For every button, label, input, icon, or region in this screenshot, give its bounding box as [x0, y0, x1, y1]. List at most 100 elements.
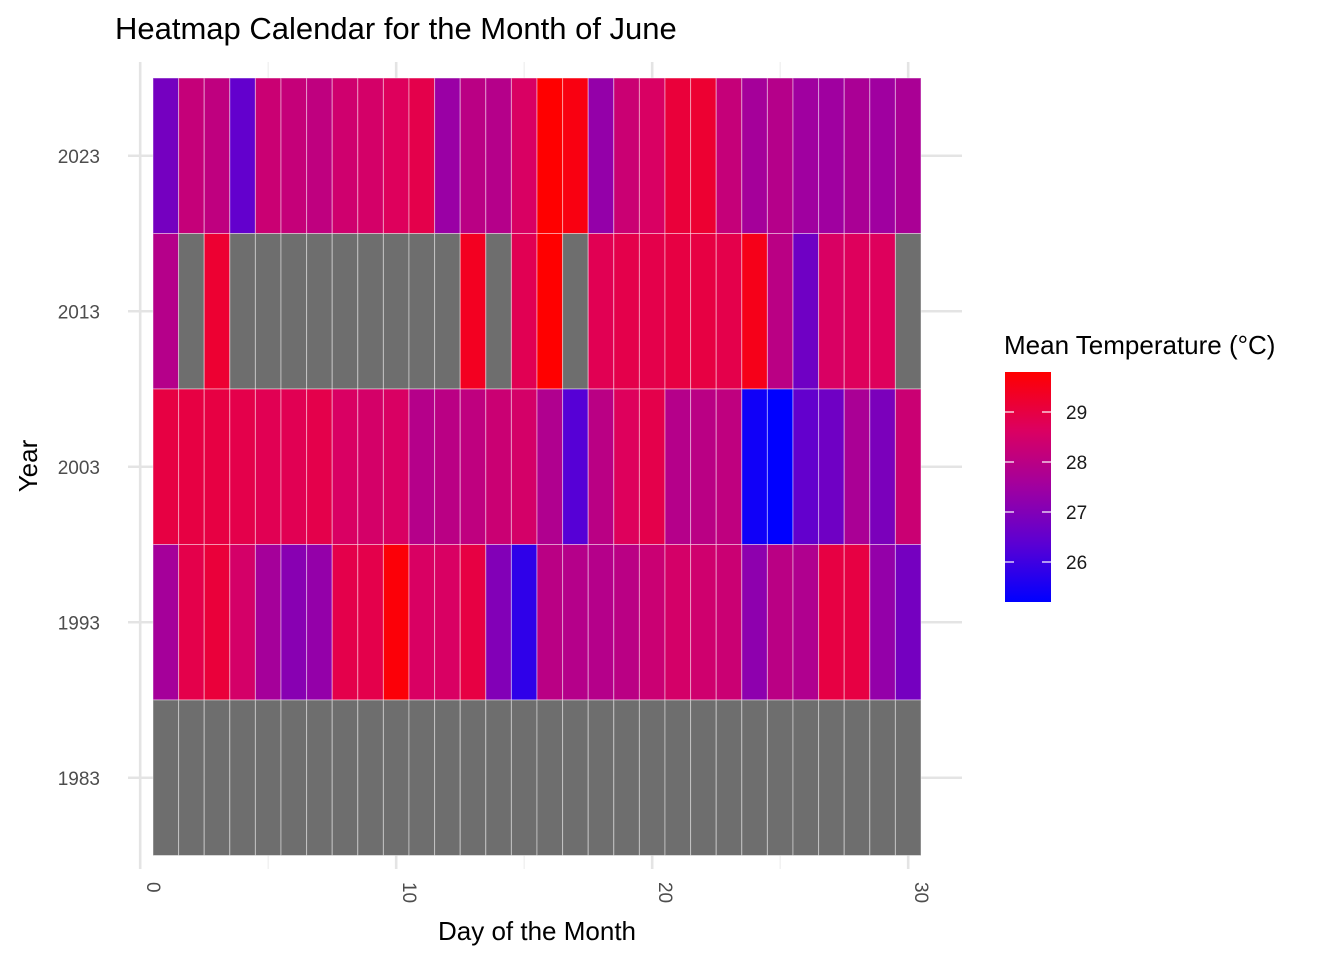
heatmap-tile	[715, 77, 743, 234]
heatmap-tile	[741, 544, 768, 701]
x-axis-ticks: 0 10 20 30	[142, 882, 931, 903]
heatmap-tile	[459, 77, 487, 234]
heatmap-tile	[536, 233, 564, 390]
x-axis-title: Day of the Month	[438, 916, 636, 946]
heatmap-tile	[818, 699, 845, 856]
heatmap-tile	[638, 77, 666, 234]
heatmap-tile	[690, 388, 717, 545]
heatmap-tile	[894, 233, 922, 390]
legend-tick-label: 29	[1066, 403, 1087, 424]
heatmap-tile	[280, 77, 308, 234]
heatmap-tile	[434, 699, 461, 856]
heatmap-tile	[485, 388, 512, 545]
heatmap-tile	[485, 544, 512, 701]
heatmap-tile	[408, 388, 436, 545]
heatmap-tile	[434, 77, 461, 234]
x-tick-label: 10	[398, 882, 419, 903]
heatmap-tile	[203, 388, 231, 545]
heatmap-tile	[306, 699, 333, 856]
y-axis-ticks: 2023 2013 2003 1993 1983	[58, 147, 100, 790]
color-legend: Mean Temperature (°C) 26 27 28 29	[1004, 330, 1275, 602]
heatmap-tile	[382, 233, 410, 390]
chart-title: Heatmap Calendar for the Month of June	[115, 11, 677, 46]
heatmap-tile	[203, 77, 231, 234]
heatmap-tile	[613, 544, 640, 701]
heatmap-tile	[459, 233, 487, 390]
heatmap-tile	[459, 388, 487, 545]
heatmap-tile	[638, 544, 666, 701]
heatmap-tile	[664, 388, 692, 545]
heatmap-tile	[690, 233, 717, 390]
heatmap-tile	[894, 699, 922, 856]
heatmap-tile	[766, 388, 794, 545]
heatmap-tile	[331, 699, 359, 856]
heatmap-tile	[792, 77, 820, 234]
heatmap-tile	[459, 699, 487, 856]
heatmap-tile	[638, 388, 666, 545]
heatmap-tile	[613, 233, 640, 390]
heatmap-tile	[843, 77, 871, 234]
heatmap-tile	[690, 77, 717, 234]
legend-title: Mean Temperature (°C)	[1004, 330, 1275, 360]
heatmap-tile	[331, 388, 359, 545]
heatmap-tile	[485, 233, 512, 390]
y-axis-title: Year	[13, 439, 43, 492]
heatmap-tile	[843, 233, 871, 390]
heatmap-tile	[664, 699, 692, 856]
heatmap-tile	[382, 699, 410, 856]
heatmap-tile	[715, 233, 743, 390]
heatmap-tile	[357, 388, 384, 545]
heatmap-tile	[562, 699, 589, 856]
heatmap-tile	[357, 233, 384, 390]
heatmap-tile	[306, 544, 333, 701]
heatmap-tile	[818, 233, 845, 390]
heatmap-tile	[254, 544, 282, 701]
heatmap-tile	[434, 233, 461, 390]
heatmap-tile	[510, 544, 538, 701]
heatmap-tile	[613, 77, 640, 234]
heatmap-tile	[382, 544, 410, 701]
heatmap-tile	[664, 77, 692, 234]
heatmap-tile	[254, 388, 282, 545]
heatmap-tile	[408, 544, 436, 701]
heatmap-tile	[229, 233, 256, 390]
heatmap-tile	[638, 233, 666, 390]
heatmap-tile	[869, 233, 896, 390]
heatmap-tile	[485, 77, 512, 234]
legend-tick-label: 26	[1066, 553, 1087, 574]
heatmap-tile	[715, 544, 743, 701]
heatmap-tile	[766, 544, 794, 701]
heatmap-tiles	[152, 77, 922, 856]
heatmap-tile	[536, 77, 564, 234]
heatmap-tile	[357, 544, 384, 701]
heatmap-tile	[613, 388, 640, 545]
heatmap-tile	[408, 77, 436, 234]
x-tick-label: 0	[142, 882, 163, 893]
heatmap-tile	[178, 544, 205, 701]
heatmap-tile	[254, 77, 282, 234]
heatmap-tile	[818, 388, 845, 545]
y-tick-label: 1993	[58, 613, 100, 634]
heatmap-tile	[152, 77, 180, 234]
heatmap-tile	[434, 388, 461, 545]
heatmap-tile	[792, 544, 820, 701]
heatmap-tile	[408, 699, 436, 856]
legend-tick-label: 28	[1066, 453, 1087, 474]
heatmap-tile	[203, 544, 231, 701]
heatmap-tile	[843, 388, 871, 545]
heatmap-tile	[690, 544, 717, 701]
heatmap-tile	[152, 544, 180, 701]
heatmap-tile	[280, 699, 308, 856]
heatmap-tile	[843, 544, 871, 701]
heatmap-tile	[357, 77, 384, 234]
heatmap-tile	[792, 388, 820, 545]
heatmap-tile	[664, 233, 692, 390]
heatmap-tile	[331, 77, 359, 234]
heatmap-tile	[254, 233, 282, 390]
heatmap-tile	[741, 699, 768, 856]
heatmap-tile	[766, 233, 794, 390]
heatmap-tile	[306, 233, 333, 390]
heatmap-tile	[280, 544, 308, 701]
heatmap-tile	[485, 699, 512, 856]
